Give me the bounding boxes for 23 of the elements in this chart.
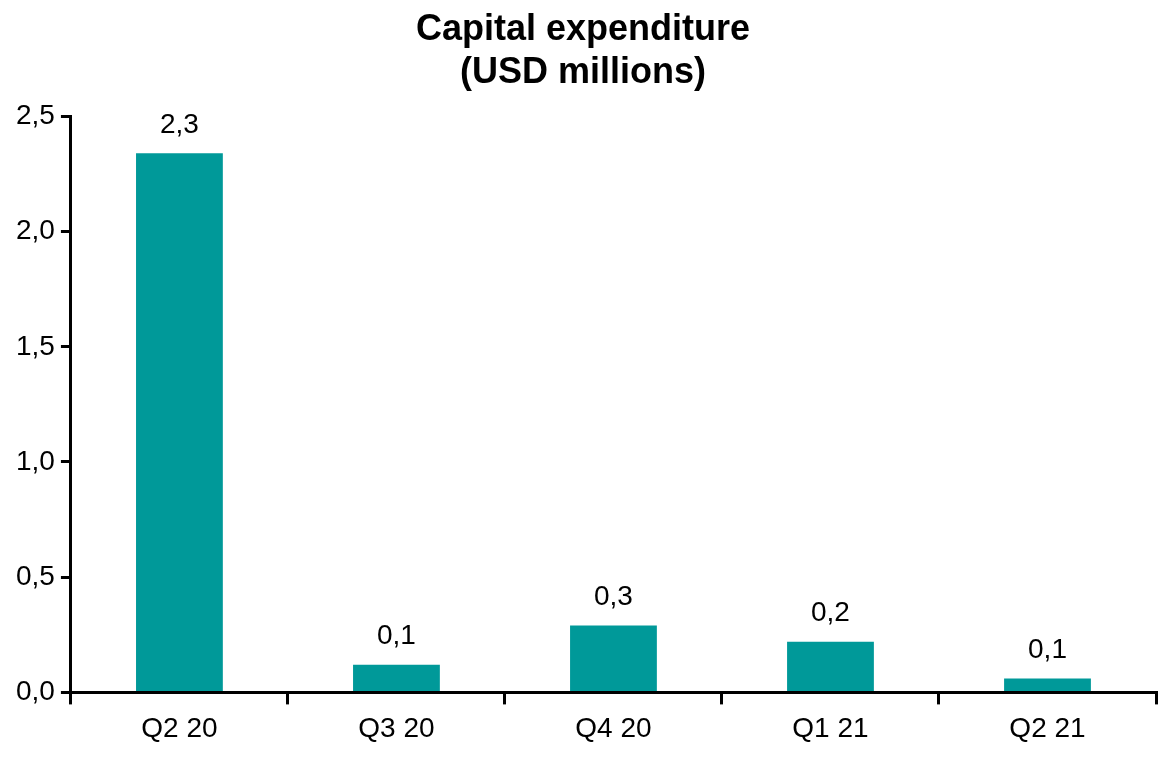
x-tick-label: Q4 20 xyxy=(575,711,652,743)
y-tick-label: 0,5 xyxy=(15,559,55,591)
bar xyxy=(787,641,874,691)
data-label: 2,3 xyxy=(159,107,199,139)
y-tick-label: 2,5 xyxy=(15,99,55,131)
bar xyxy=(136,153,223,691)
data-label: 0,1 xyxy=(376,619,416,651)
data-label: 0,3 xyxy=(593,580,633,612)
data-label: 0,2 xyxy=(811,596,850,628)
x-tick-label: Q2 20 xyxy=(141,711,218,743)
data-label: 0,1 xyxy=(1028,633,1067,665)
y-tick-label: 2,0 xyxy=(15,214,55,246)
y-tick-label: 1,0 xyxy=(15,444,55,476)
y-tick-label: 1,5 xyxy=(15,329,55,361)
x-tick-label: Q3 20 xyxy=(358,711,435,743)
chart-subtitle: (USD millions) xyxy=(459,49,707,91)
chart-title: Capital expenditure xyxy=(415,6,751,48)
y-tick-label: 0,0 xyxy=(15,675,55,707)
bar xyxy=(353,664,440,691)
x-tick-label: Q1 21 xyxy=(792,711,869,743)
bar xyxy=(570,625,657,691)
bar xyxy=(1004,678,1091,691)
x-tick-label: Q2 21 xyxy=(1009,711,1086,743)
